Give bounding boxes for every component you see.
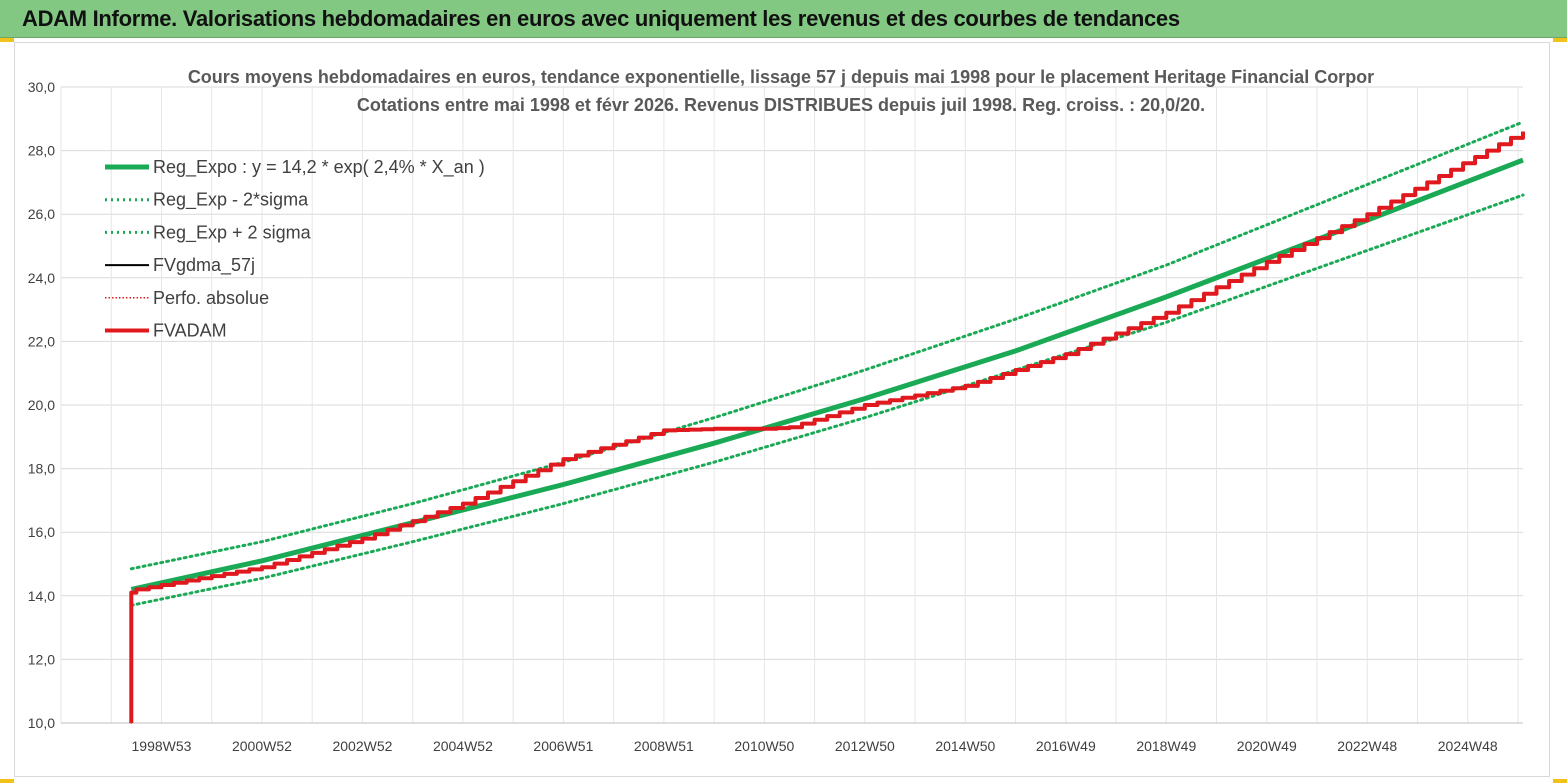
legend-label-3: FVgdma_57j — [153, 255, 255, 276]
chart-title-line-2: Cotations entre mai 1998 et févr 2026. R… — [357, 95, 1205, 115]
legend-label-1: Reg_Exp - 2*sigma — [153, 190, 309, 211]
series-line-2 — [129, 120, 1525, 571]
gridlines — [60, 86, 1523, 724]
report-banner: ADAM Informe. Valorisations hebdomadaire… — [0, 0, 1567, 38]
legend: Reg_Expo : y = 14,2 * exp( 2,4% * X_an )… — [105, 157, 485, 341]
axes: 10,0 12,0 14,0 16,0 18,0 20,0 22,0 24,0 26,0 28,0… — [28, 79, 1523, 754]
corner-accent-bottom-right — [1553, 779, 1567, 783]
chart-area: 10,0 12,0 14,0 16,0 18,0 20,0 22,0 24,0 26,0 28,0… — [14, 42, 1550, 777]
x-tick-label: 2024W48 — [1438, 738, 1498, 754]
y-tick-label: 14,0 — [28, 588, 55, 604]
series-line-1 — [129, 193, 1525, 607]
legend-label-5: FVADAM — [153, 321, 227, 341]
x-tick-label: 2022W48 — [1337, 738, 1397, 754]
y-tick-label: 24,0 — [28, 270, 55, 286]
x-tick-label: 2010W50 — [734, 738, 794, 754]
x-tick-label: 2020W49 — [1237, 738, 1297, 754]
y-tick-label: 12,0 — [28, 651, 55, 667]
x-tick-label: 2012W50 — [835, 738, 895, 754]
y-tick-label: 10,0 — [28, 715, 55, 731]
series-lines — [129, 120, 1525, 724]
y-tick-label: 18,0 — [28, 461, 55, 477]
corner-accent-bottom-left — [0, 779, 14, 783]
x-tick-label: 2008W51 — [634, 738, 694, 754]
x-tick-label: 2014W50 — [935, 738, 995, 754]
corner-accent-top-left — [0, 38, 14, 42]
x-tick-label: 2006W51 — [533, 738, 593, 754]
x-tick-label: 2004W52 — [433, 738, 493, 754]
chart-title-line-1: Cours moyens hebdomadaires en euros, ten… — [188, 67, 1374, 87]
x-tick-label: 2000W52 — [232, 738, 292, 754]
y-tick-label: 26,0 — [28, 206, 55, 222]
line-chart: 10,0 12,0 14,0 16,0 18,0 20,0 22,0 24,0 26,0 28,0… — [28, 67, 1525, 754]
corner-accent-top-right — [1553, 38, 1567, 42]
y-tick-label: 20,0 — [28, 397, 55, 413]
series-line-4 — [130, 130, 1524, 724]
y-tick-label: 22,0 — [28, 333, 55, 349]
y-tick-label: 28,0 — [28, 143, 55, 159]
x-tick-label: 2002W52 — [332, 738, 392, 754]
x-tick-label: 2018W49 — [1136, 738, 1196, 754]
report-title: ADAM Informe. Valorisations hebdomadaire… — [22, 6, 1180, 31]
series-line-5 — [129, 131, 1525, 723]
legend-label-2: Reg_Exp + 2 sigma — [153, 222, 312, 243]
legend-label-4: Perfo. absolue — [153, 288, 269, 308]
series-line-0 — [130, 157, 1524, 592]
legend-label-0: Reg_Expo : y = 14,2 * exp( 2,4% * X_an ) — [153, 157, 485, 178]
x-tick-label: 2016W49 — [1036, 738, 1096, 754]
y-tick-label: 30,0 — [28, 79, 55, 95]
x-tick-label: 1998W53 — [132, 738, 192, 754]
series-line-3 — [130, 131, 1524, 723]
y-tick-label: 16,0 — [28, 524, 55, 540]
